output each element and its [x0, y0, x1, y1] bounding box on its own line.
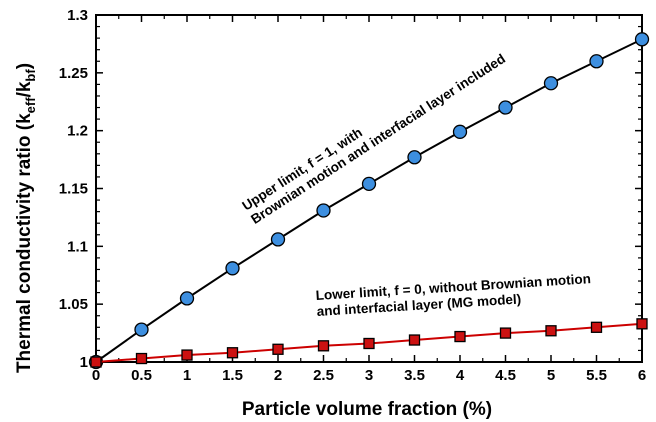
y-tick-label: 1.3: [67, 7, 88, 24]
y-tick-label: 1: [80, 354, 88, 371]
data-point-circle: [543, 76, 559, 91]
series-1: [90, 318, 648, 368]
lower-limit-annotation: Lower limit, f = 0, without Brownian mot…: [315, 271, 591, 319]
x-tick-label: 1.5: [222, 367, 243, 384]
y-tick-label: 1.15: [59, 181, 88, 198]
x-tick-label: 2.5: [313, 367, 334, 384]
data-point-circle: [589, 54, 604, 69]
y-tick-label: 1.1: [67, 238, 88, 255]
x-tick-label: 0.5: [131, 367, 152, 384]
upper-limit-annotation: Upper limit, f = 1, with Brownian motion…: [239, 51, 508, 227]
y-axis-title: Thermal conductivity ratio (keff/kbf): [14, 63, 38, 373]
data-point-square: [408, 334, 421, 346]
data-point-circle: [270, 232, 286, 247]
y-tick-label: 1.05: [59, 296, 88, 313]
data-point-circle: [407, 150, 422, 165]
x-tick-label: 5: [547, 367, 555, 384]
x-axis-title: Particle volume fraction (%): [242, 399, 492, 420]
data-point-circle: [134, 322, 149, 337]
y-axis-ticks: 1 1.05 1.1 1.15 1.2 1.25 1.3: [59, 7, 642, 371]
data-point-square: [272, 343, 284, 355]
data-point-circle: [361, 176, 377, 192]
data-point-circle: [316, 203, 331, 218]
data-point-circle: [225, 261, 240, 276]
data-point-square: [90, 356, 102, 368]
x-tick-label: 5.5: [586, 367, 607, 384]
y-tick-label: 1.2: [67, 123, 88, 140]
data-point-square: [454, 330, 466, 343]
data-point-square: [636, 318, 648, 330]
x-tick-label: 3: [365, 367, 373, 384]
x-tick-label: 4: [456, 367, 465, 384]
data-point-circle: [634, 32, 650, 47]
data-point-square: [590, 321, 603, 333]
data-point-square: [226, 347, 239, 359]
data-point-circle: [498, 100, 513, 115]
upper-annotation-line-1: Upper limit, f = 1, with: [239, 125, 365, 214]
x-tick-label: 1: [183, 367, 191, 384]
upper-annotation-line-2: Brownian motion and interfacial layer in…: [248, 51, 508, 227]
x-tick-label: 4.5: [495, 367, 516, 384]
x-tick-label: 0: [92, 367, 100, 384]
x-axis-ticks: 0 0.5 1 1.5 2 2.5 3 3.5 4 4.5 5 5.5 6: [92, 15, 646, 384]
series-0: [88, 32, 650, 370]
data-point-square: [545, 325, 557, 337]
y-tick-label: 1.25: [59, 65, 88, 82]
x-tick-label: 2: [274, 367, 282, 384]
series-layer: [88, 32, 650, 370]
x-tick-label: 3.5: [404, 367, 425, 384]
data-point-square: [317, 340, 330, 352]
data-point-circle: [452, 124, 468, 139]
data-point-square: [363, 337, 375, 350]
data-point-circle: [179, 291, 195, 306]
data-point-square: [181, 349, 193, 361]
data-point-square: [135, 352, 148, 365]
x-tick-label: 6: [638, 367, 646, 384]
data-point-square: [499, 327, 512, 339]
